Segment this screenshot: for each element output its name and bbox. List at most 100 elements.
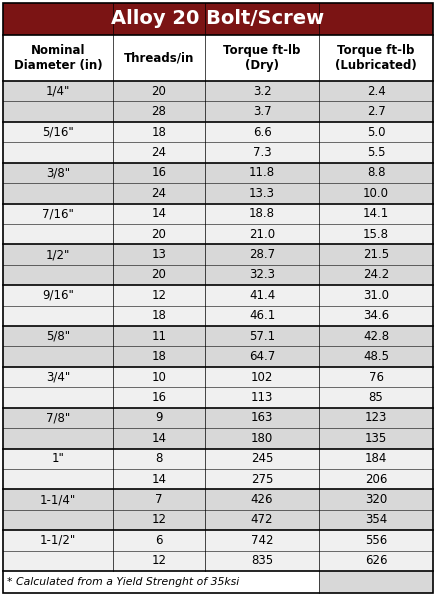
Text: 21.0: 21.0 bbox=[249, 228, 275, 241]
Text: 206: 206 bbox=[365, 473, 387, 486]
Text: 5/8": 5/8" bbox=[46, 330, 70, 343]
Text: 113: 113 bbox=[251, 391, 273, 404]
Text: 20: 20 bbox=[151, 228, 166, 241]
Text: 3/8": 3/8" bbox=[46, 166, 70, 179]
Text: 24: 24 bbox=[151, 187, 167, 200]
Text: 5.5: 5.5 bbox=[367, 146, 385, 159]
Text: 12: 12 bbox=[151, 289, 167, 302]
Bar bbox=[3, 408, 433, 428]
Bar bbox=[3, 428, 433, 449]
Text: 24.2: 24.2 bbox=[363, 268, 389, 281]
Bar bbox=[3, 346, 433, 367]
Text: 11: 11 bbox=[151, 330, 167, 343]
Text: 2.7: 2.7 bbox=[367, 105, 385, 118]
Bar bbox=[3, 510, 433, 530]
Text: 6: 6 bbox=[155, 534, 163, 547]
Text: 102: 102 bbox=[251, 371, 273, 384]
Bar bbox=[3, 306, 433, 326]
Bar bbox=[3, 551, 433, 571]
Bar bbox=[3, 469, 433, 489]
Bar bbox=[3, 285, 433, 306]
Bar bbox=[3, 367, 433, 387]
Text: 472: 472 bbox=[251, 514, 273, 526]
Bar bbox=[3, 101, 433, 122]
Bar bbox=[3, 489, 433, 510]
Text: 245: 245 bbox=[251, 452, 273, 465]
Text: 5/16": 5/16" bbox=[42, 126, 74, 138]
Text: 184: 184 bbox=[365, 452, 387, 465]
Text: 8.8: 8.8 bbox=[367, 166, 385, 179]
Text: 135: 135 bbox=[365, 432, 387, 445]
Text: 16: 16 bbox=[151, 391, 167, 404]
Text: 64.7: 64.7 bbox=[249, 350, 275, 363]
Text: 354: 354 bbox=[365, 514, 387, 526]
Text: 3/4": 3/4" bbox=[46, 371, 70, 384]
Text: 11.8: 11.8 bbox=[249, 166, 275, 179]
Bar bbox=[3, 183, 433, 203]
Text: 1-1/2": 1-1/2" bbox=[40, 534, 76, 547]
Text: 13.3: 13.3 bbox=[249, 187, 275, 200]
Text: 20: 20 bbox=[151, 85, 166, 98]
Text: 57.1: 57.1 bbox=[249, 330, 275, 343]
Text: 1": 1" bbox=[51, 452, 64, 465]
Text: 76: 76 bbox=[368, 371, 384, 384]
Text: 7/8": 7/8" bbox=[46, 411, 70, 424]
Text: 28: 28 bbox=[151, 105, 166, 118]
Text: 16: 16 bbox=[151, 166, 167, 179]
Text: 275: 275 bbox=[251, 473, 273, 486]
Text: 9/16": 9/16" bbox=[42, 289, 74, 302]
Text: Nominal
Diameter (in): Nominal Diameter (in) bbox=[14, 44, 102, 72]
Bar bbox=[3, 35, 433, 81]
Text: 32.3: 32.3 bbox=[249, 268, 275, 281]
Text: 14: 14 bbox=[151, 432, 167, 445]
Text: 742: 742 bbox=[251, 534, 273, 547]
Text: 14: 14 bbox=[151, 207, 167, 220]
Bar bbox=[3, 244, 433, 265]
Text: Alloy 20 Bolt/Screw: Alloy 20 Bolt/Screw bbox=[112, 10, 324, 29]
Text: 12: 12 bbox=[151, 514, 167, 526]
Bar bbox=[3, 224, 433, 244]
Text: 5.0: 5.0 bbox=[367, 126, 385, 138]
Bar bbox=[3, 122, 433, 142]
Bar bbox=[3, 387, 433, 408]
Text: 7/16": 7/16" bbox=[42, 207, 74, 220]
Bar bbox=[3, 326, 433, 346]
Text: 34.6: 34.6 bbox=[363, 309, 389, 322]
Bar bbox=[3, 571, 319, 593]
Bar bbox=[3, 449, 433, 469]
Bar bbox=[3, 3, 433, 35]
Text: 10: 10 bbox=[151, 371, 166, 384]
Text: Torque ft-lb
(Lubricated): Torque ft-lb (Lubricated) bbox=[335, 44, 417, 72]
Text: 10.0: 10.0 bbox=[363, 187, 389, 200]
Bar bbox=[3, 142, 433, 163]
Text: 21.5: 21.5 bbox=[363, 248, 389, 261]
Text: 1/4": 1/4" bbox=[46, 85, 70, 98]
Bar bbox=[3, 81, 433, 101]
Text: Threads/in: Threads/in bbox=[124, 51, 194, 64]
Text: 42.8: 42.8 bbox=[363, 330, 389, 343]
Text: 13: 13 bbox=[151, 248, 166, 261]
Text: 7: 7 bbox=[155, 493, 163, 506]
Text: 7.3: 7.3 bbox=[253, 146, 271, 159]
Text: * Calculated from a Yield Strenght of 35ksi: * Calculated from a Yield Strenght of 35… bbox=[7, 577, 239, 587]
Text: Torque ft-lb
(Dry): Torque ft-lb (Dry) bbox=[223, 44, 301, 72]
Text: 41.4: 41.4 bbox=[249, 289, 275, 302]
Text: 20: 20 bbox=[151, 268, 166, 281]
Text: 8: 8 bbox=[155, 452, 163, 465]
Text: 24: 24 bbox=[151, 146, 167, 159]
Text: 18.8: 18.8 bbox=[249, 207, 275, 220]
Text: 556: 556 bbox=[365, 534, 387, 547]
Text: 320: 320 bbox=[365, 493, 387, 506]
Text: 180: 180 bbox=[251, 432, 273, 445]
Text: 28.7: 28.7 bbox=[249, 248, 275, 261]
Text: 2.4: 2.4 bbox=[367, 85, 385, 98]
Text: 123: 123 bbox=[365, 411, 387, 424]
Text: 1-1/4": 1-1/4" bbox=[40, 493, 76, 506]
Text: 3.2: 3.2 bbox=[253, 85, 271, 98]
Bar bbox=[3, 265, 433, 285]
Text: 835: 835 bbox=[251, 554, 273, 567]
Text: 163: 163 bbox=[251, 411, 273, 424]
Bar bbox=[3, 530, 433, 551]
Text: 426: 426 bbox=[251, 493, 273, 506]
Bar bbox=[3, 163, 433, 183]
